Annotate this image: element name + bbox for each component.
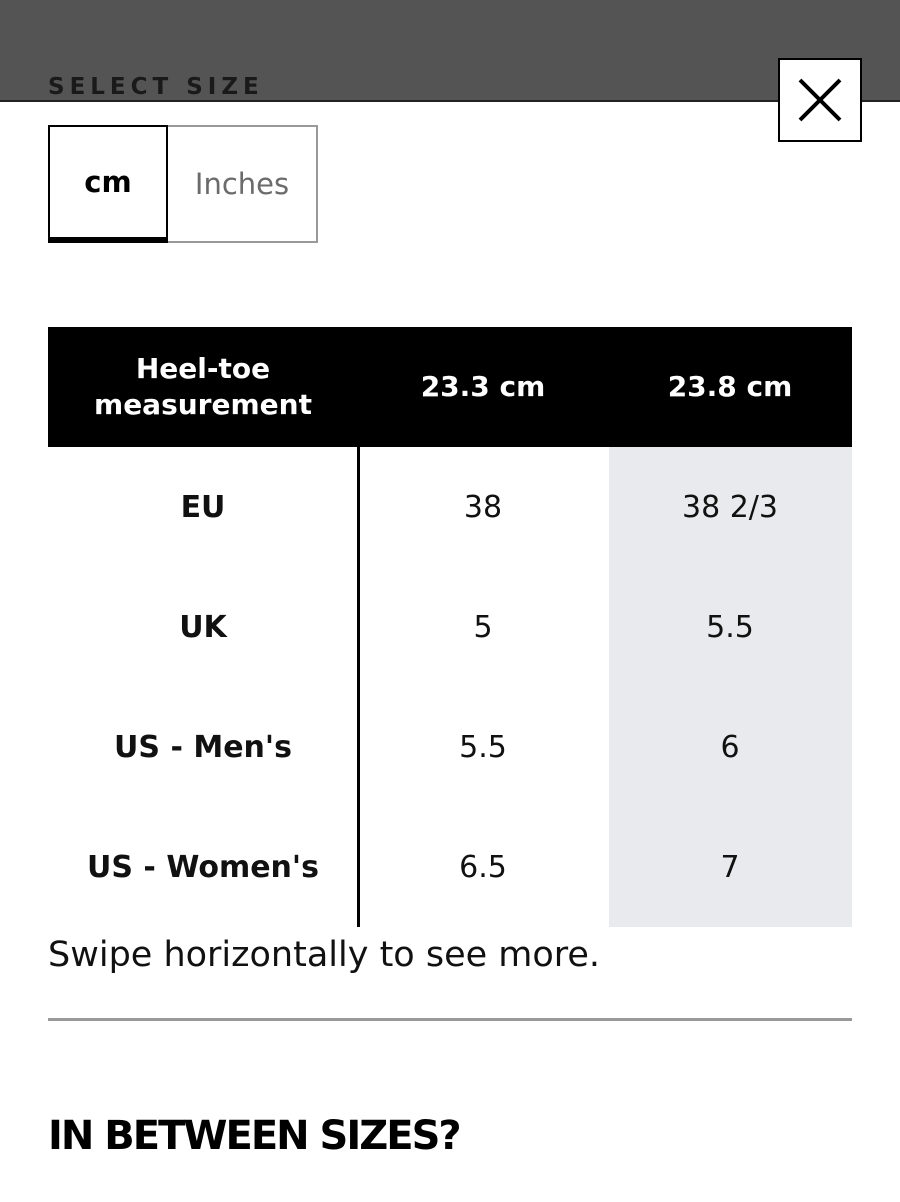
unit-option-cm[interactable]: cm — [48, 125, 168, 243]
table-cell[interactable]: 7 — [720, 849, 740, 885]
table-header-row: Heel-toe measurement 23.3 cm 23.8 cm — [48, 327, 852, 447]
table-cell[interactable]: 5.5 — [459, 729, 507, 765]
table-cell[interactable]: 5.5 — [706, 609, 754, 645]
row-label-us-mens: US - Men's — [114, 729, 292, 765]
selected-column-highlight — [609, 447, 852, 927]
select-size-heading: SELECT SIZE — [48, 74, 264, 100]
table-cell[interactable]: 38 — [463, 489, 503, 525]
table-row: US - Women's 6.5 7 — [48, 807, 852, 927]
section-divider — [48, 1018, 852, 1021]
column-header-measurement: Heel-toe measurement — [48, 327, 358, 447]
table-cell[interactable]: 6.5 — [459, 849, 507, 885]
unit-option-inches[interactable]: Inches — [168, 125, 318, 243]
in-between-sizes-heading: IN BETWEEN SIZES? — [48, 1113, 462, 1159]
backdrop-overlay[interactable] — [0, 0, 900, 100]
column-header-label: Heel-toe measurement — [94, 352, 312, 421]
column-header-size[interactable]: 23.3 cm — [420, 370, 546, 403]
row-label-uk: UK — [179, 609, 227, 645]
column-divider — [357, 447, 360, 927]
size-chart-table: Heel-toe measurement 23.3 cm 23.8 cm EU … — [48, 327, 852, 927]
unit-toggle: cm Inches — [48, 125, 318, 243]
table-body: EU 38 38 2/3 UK 5 5.5 US - Men's 5.5 6 U… — [48, 447, 852, 927]
table-cell[interactable]: 38 2/3 — [682, 489, 778, 525]
table-cell[interactable]: 5 — [473, 609, 493, 645]
close-icon — [798, 78, 842, 122]
table-row: EU 38 38 2/3 — [48, 447, 852, 567]
row-label-eu: EU — [180, 489, 226, 525]
row-label-us-womens: US - Women's — [87, 849, 319, 885]
close-button[interactable] — [778, 58, 862, 142]
swipe-hint: Swipe horizontally to see more. — [48, 935, 601, 975]
column-header-size[interactable]: 23.8 cm — [667, 370, 793, 403]
table-row: UK 5 5.5 — [48, 567, 852, 687]
table-cell[interactable]: 6 — [720, 729, 740, 765]
table-row: US - Men's 5.5 6 — [48, 687, 852, 807]
